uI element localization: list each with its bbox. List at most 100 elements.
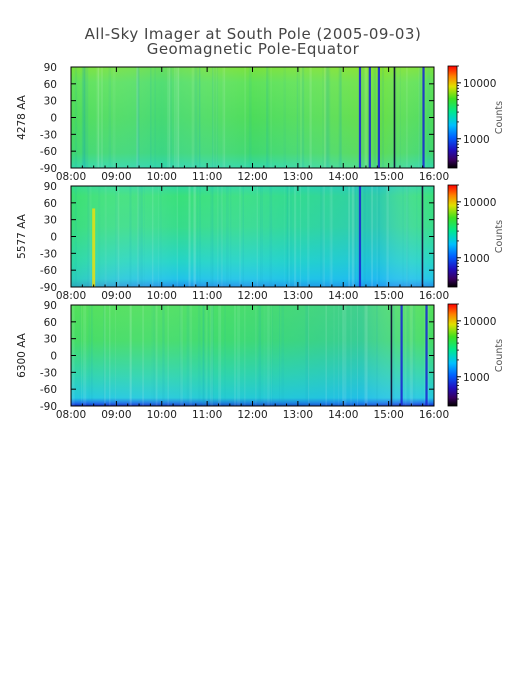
heatmap-texture (191, 67, 195, 168)
heatmap-texture (256, 186, 258, 287)
chart-title: All-Sky Imager at South Pole (2005-09-03… (85, 25, 422, 43)
y-tick-label: -90 (40, 401, 57, 413)
heatmap-texture (136, 67, 139, 168)
heatmap-texture (102, 305, 106, 406)
x-tick-label: 12:00 (237, 290, 267, 302)
x-tick-label: 16:00 (419, 409, 449, 421)
heatmap-texture (130, 305, 132, 406)
x-tick-label: 13:00 (283, 409, 313, 421)
y-axis-label: 5577 AA (16, 213, 28, 259)
heatmap-texture (255, 305, 257, 406)
heatmap-texture (342, 305, 344, 406)
heatmap-texture (374, 67, 376, 168)
heatmap-texture (337, 305, 340, 406)
heatmap-texture (305, 305, 309, 406)
colorbar-frame (447, 65, 458, 169)
colorbar-tick-label: 1000 (463, 253, 490, 265)
heatmap-texture (405, 67, 408, 168)
y-tick-label: 30 (44, 334, 57, 346)
heatmap-texture (301, 67, 305, 168)
heatmap-texture (363, 186, 366, 287)
heatmap-texture (366, 305, 369, 406)
colorbar-frame (447, 303, 458, 407)
heatmap-texture (88, 186, 92, 287)
y-tick-label: -60 (40, 265, 57, 277)
heatmap-texture (286, 186, 289, 287)
x-tick-label: 14:00 (328, 409, 358, 421)
x-tick-label: 11:00 (192, 290, 222, 302)
heatmap-texture (193, 186, 196, 287)
colorbar-label: Counts (494, 220, 505, 253)
x-tick-label: 12:00 (237, 171, 267, 183)
chart-subtitle: Geomagnetic Pole-Equator (147, 40, 360, 58)
feature-streak (422, 67, 425, 168)
heatmap-texture (216, 67, 219, 168)
colorbar (448, 66, 457, 168)
heatmap-texture (213, 67, 214, 168)
feature-streak (390, 305, 393, 406)
heatmap-texture (212, 186, 214, 287)
colorbar-label: Counts (494, 101, 505, 134)
y-tick-label: 30 (44, 215, 57, 227)
heatmap-texture (338, 67, 342, 168)
heatmap-texture (283, 67, 286, 168)
heatmap-texture (223, 67, 225, 168)
heatmap-texture (194, 67, 198, 168)
y-tick-label: 90 (44, 62, 57, 74)
heatmap-texture (199, 305, 201, 406)
heatmap-texture (189, 305, 193, 406)
heatmap-texture (352, 186, 354, 287)
feature-streak (393, 67, 396, 168)
heatmap-texture (116, 186, 120, 287)
heatmap-texture (376, 305, 378, 406)
heatmap-texture (98, 186, 101, 287)
heatmap-texture (188, 186, 191, 287)
y-tick-label: 60 (44, 317, 57, 329)
heatmap-texture (83, 305, 87, 406)
heatmap-texture (82, 67, 86, 168)
heatmap-texture (242, 186, 244, 287)
x-tick-label: 11:00 (192, 409, 222, 421)
heatmap-texture (84, 67, 86, 168)
heatmap-texture (199, 186, 201, 287)
heatmap-texture (298, 67, 300, 168)
heatmap-texture (211, 305, 214, 406)
heatmap-texture (151, 305, 153, 406)
heatmap-texture (325, 67, 328, 168)
heatmap-texture (381, 67, 385, 168)
heatmap-texture (136, 186, 140, 287)
x-tick-label: 12:00 (237, 409, 267, 421)
heatmap-texture (320, 186, 322, 287)
heatmap-texture (260, 186, 263, 287)
heatmap-texture (179, 305, 182, 406)
heatmap-texture (270, 67, 272, 168)
colorbar-tick-label: 1000 (463, 372, 490, 384)
heatmap-texture (322, 186, 326, 287)
y-tick-label: 0 (50, 113, 57, 125)
heatmap-texture (214, 67, 216, 168)
heatmap-texture (364, 305, 367, 406)
heatmap-texture (322, 67, 324, 168)
colorbar-label: Counts (494, 339, 505, 372)
colorbar-tick-label: 10000 (463, 316, 496, 328)
heatmap-texture (339, 67, 342, 168)
colorbar-tick-label: 10000 (463, 78, 496, 90)
y-tick-label: -90 (40, 282, 57, 294)
x-tick-label: 10:00 (147, 409, 177, 421)
heatmap-texture (412, 305, 416, 406)
heatmap-texture (309, 67, 312, 168)
heatmap-texture (177, 67, 180, 168)
colorbar-tick-label: 10000 (463, 197, 496, 209)
heatmap-texture (325, 305, 327, 406)
heatmap-texture (81, 305, 83, 406)
heatmap-texture (348, 186, 350, 287)
heatmap-texture (300, 67, 303, 168)
heatmap-texture (167, 67, 171, 168)
heatmap-texture (333, 305, 335, 406)
heatmap-variation (71, 186, 434, 287)
y-axis-label: 6300 AA (16, 332, 28, 378)
heatmap-texture (350, 305, 352, 406)
heatmap-texture (354, 186, 357, 287)
y-tick-label: -60 (40, 146, 57, 158)
x-tick-label: 16:00 (419, 171, 449, 183)
